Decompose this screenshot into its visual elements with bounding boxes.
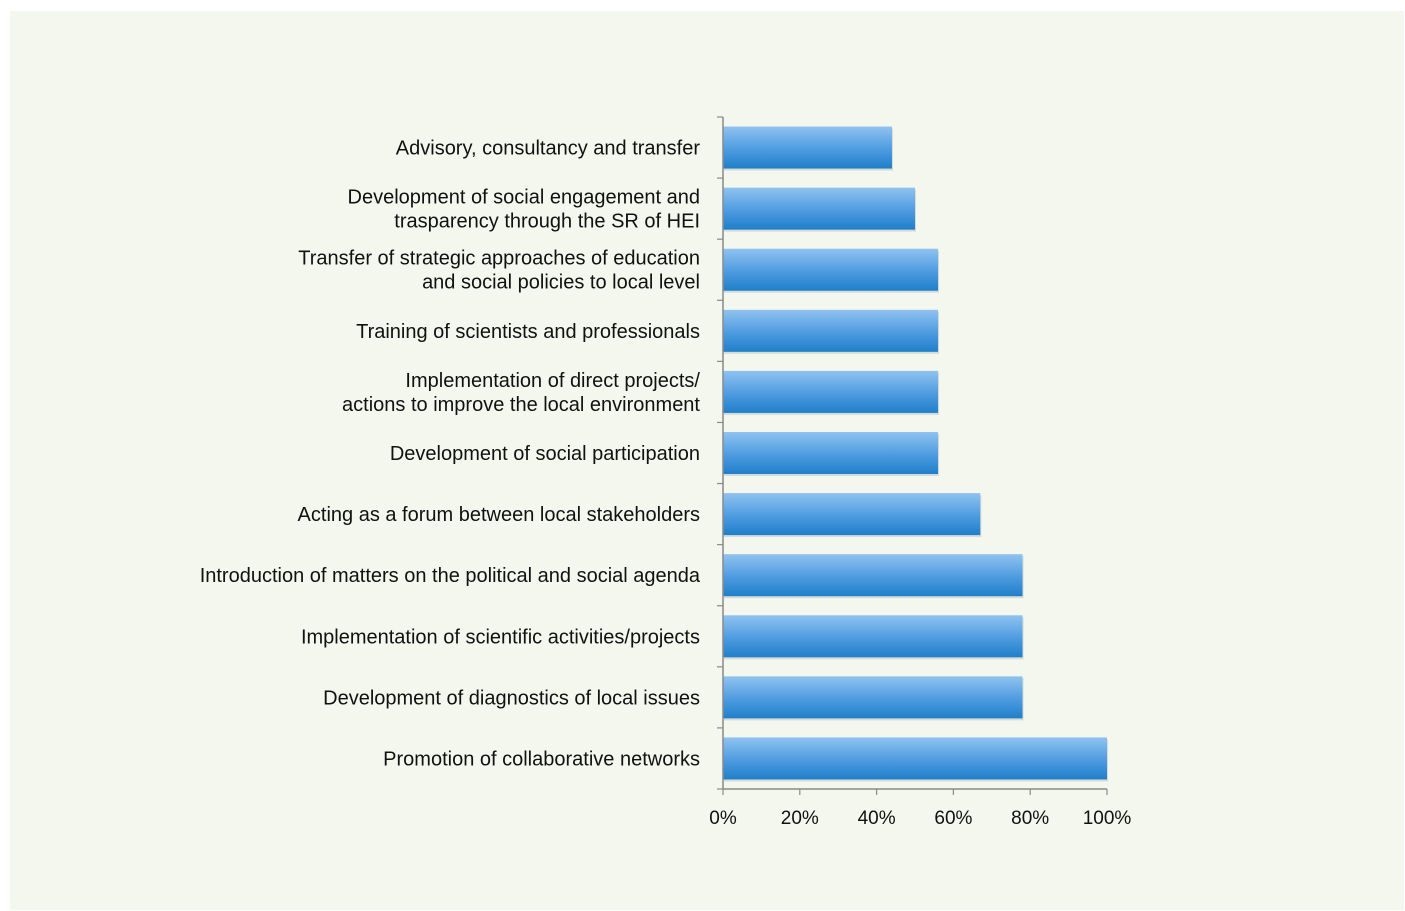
- category-label: Development of social participation: [390, 443, 700, 465]
- bar: [723, 248, 939, 291]
- chart-panel: [10, 11, 1404, 910]
- category-label: Development of diagnostics of local issu…: [323, 687, 700, 709]
- x-tick-label: 20%: [781, 808, 819, 829]
- bar: [723, 554, 1023, 597]
- x-tick-label: 100%: [1083, 808, 1132, 829]
- category-label: Implementation of scientific activities/…: [301, 626, 700, 648]
- axes-layer: [717, 116, 1108, 795]
- bar: [723, 737, 1107, 780]
- bar: [723, 493, 981, 536]
- bars-layer: [723, 126, 1108, 782]
- x-tick-labels: 0% 20% 40% 60% 80% 100%: [709, 808, 1131, 829]
- category-label: Introduction of matters on the political…: [200, 565, 701, 587]
- bar: [723, 615, 1023, 658]
- category-label: Development of social engagement and tras…: [348, 187, 700, 233]
- category-label: Transfer of strategic approaches of educ…: [298, 248, 700, 294]
- category-label: Promotion of collaborative networks: [383, 748, 700, 770]
- x-tick-label: 60%: [934, 808, 972, 829]
- bar: [723, 309, 939, 352]
- x-tick-label: 0%: [709, 808, 737, 829]
- bar: [723, 126, 892, 169]
- category-label: Acting as a forum between local stakehol…: [298, 504, 700, 526]
- bar: [723, 370, 939, 413]
- category-labels: Advisory, consultancy and transfer Develo…: [200, 138, 701, 771]
- bar: [723, 187, 915, 230]
- bar: [723, 432, 939, 474]
- category-label: Advisory, consultancy and transfer: [396, 138, 701, 160]
- x-tick-label: 40%: [858, 808, 896, 829]
- x-tick-label: 80%: [1011, 808, 1049, 829]
- category-label: Implementation of direct projects/action…: [342, 370, 700, 416]
- bar: [723, 676, 1023, 719]
- category-label: Training of scientists and professionals: [356, 321, 700, 343]
